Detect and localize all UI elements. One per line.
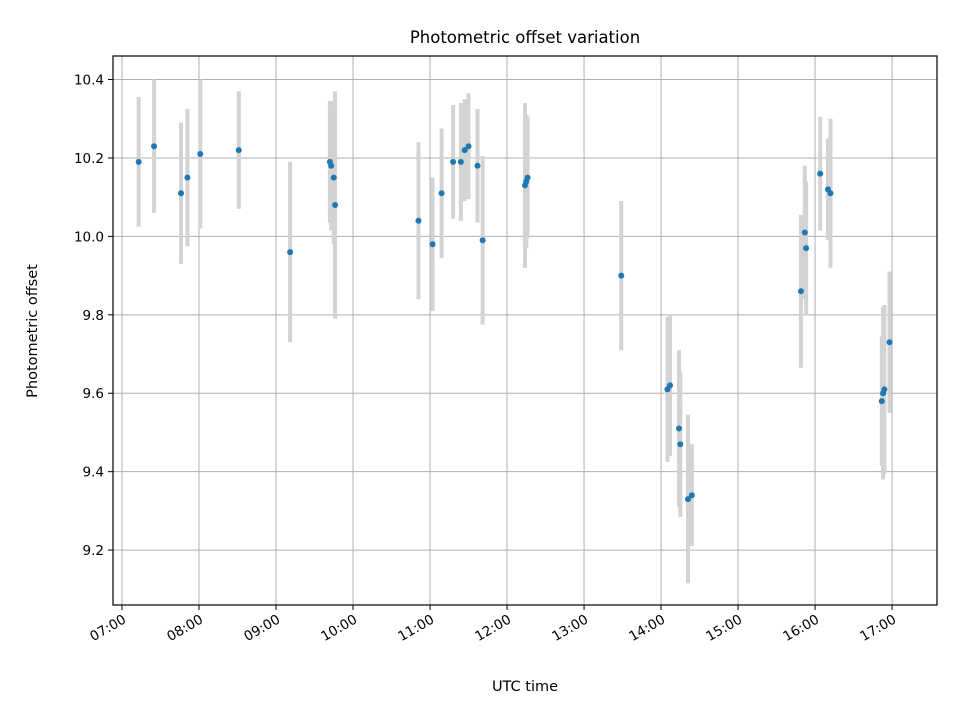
data-point <box>415 217 422 224</box>
data-point <box>328 162 335 169</box>
data-point <box>450 158 457 165</box>
data-point <box>479 237 486 244</box>
data-point <box>235 147 242 154</box>
data-point <box>184 174 191 181</box>
data-point <box>881 386 888 393</box>
data-point <box>474 162 481 169</box>
y-tick-label: 9.2 <box>83 543 104 559</box>
data-point <box>886 339 893 346</box>
y-tick-label: 10.4 <box>74 73 104 89</box>
data-point <box>457 158 464 165</box>
data-point <box>817 170 824 177</box>
plot-frame <box>112 55 938 606</box>
data-point <box>618 272 625 279</box>
data-point <box>685 496 692 503</box>
data-points <box>135 143 893 503</box>
data-point <box>677 441 684 448</box>
y-tick-label: 9.4 <box>83 465 104 481</box>
y-tick-label: 9.8 <box>83 308 104 324</box>
data-point <box>827 190 834 197</box>
y-tick-label: 9.6 <box>83 386 104 402</box>
data-point <box>151 143 158 150</box>
y-tick-label: 10.2 <box>74 151 104 167</box>
data-point <box>429 241 436 248</box>
data-point <box>465 143 472 150</box>
data-point <box>197 151 204 158</box>
data-point <box>438 190 445 197</box>
data-point <box>178 190 185 197</box>
data-point <box>524 174 531 181</box>
data-point <box>878 398 885 405</box>
y-tick-label: 10.0 <box>74 229 104 245</box>
data-point <box>287 249 294 256</box>
data-point <box>803 245 810 252</box>
data-point <box>461 147 468 154</box>
data-point <box>676 425 683 432</box>
data-point <box>332 202 339 209</box>
data-point <box>797 288 804 295</box>
x-axis-label: UTC time <box>492 679 558 695</box>
data-point <box>330 174 337 181</box>
y-axis-label: Photometric offset <box>25 264 41 398</box>
data-point <box>688 492 695 499</box>
data-point <box>801 229 808 236</box>
chart-title: Photometric offset variation <box>410 28 640 47</box>
data-point <box>135 158 142 165</box>
data-point <box>667 382 674 389</box>
